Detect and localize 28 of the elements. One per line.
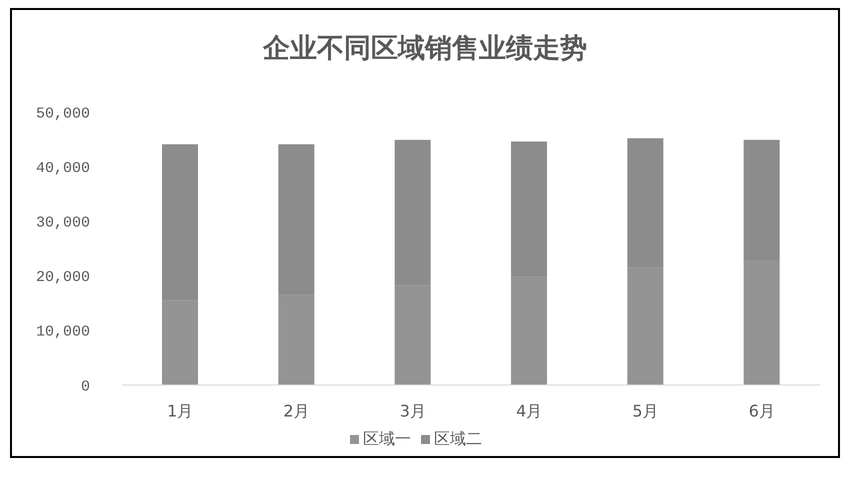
y-tick-label: 40,000 <box>36 160 90 177</box>
bar <box>744 260 780 385</box>
bar <box>394 140 431 286</box>
bar <box>162 144 198 300</box>
legend-label: 区域二 <box>434 429 482 448</box>
bar <box>627 268 664 385</box>
x-tick-label: 2月 <box>283 401 310 420</box>
chart-frame: 企业不同区域销售业绩走势 区域一 区域二 1月 2月 3月 4月 5月 6月 0 10,000 20,000 30,000 40,000 50,000 <box>10 8 840 458</box>
x-tick-label: 1月 <box>167 401 194 420</box>
bar <box>511 276 547 385</box>
x-tick-label: 3月 <box>400 401 426 420</box>
x-tick-label: 4月 <box>516 401 542 420</box>
legend-label: 区域一 <box>363 429 411 448</box>
y-tick-label: 50,000 <box>36 105 90 122</box>
bar <box>394 285 431 385</box>
chart-title: 企业不同区域销售业绩走势 <box>262 32 588 66</box>
bar <box>744 140 780 261</box>
y-tick-label: 20,000 <box>36 269 90 286</box>
x-tick-label: 6月 <box>748 401 775 420</box>
bar <box>511 141 547 277</box>
y-tick-label: 30,000 <box>36 214 90 232</box>
bar <box>278 294 314 385</box>
bar <box>627 138 664 268</box>
x-tick-label: 5月 <box>632 401 659 420</box>
bar <box>162 300 198 385</box>
y-tick-label: 0 <box>80 378 90 396</box>
bar <box>278 144 314 295</box>
y-tick-label: 10,000 <box>36 324 90 341</box>
